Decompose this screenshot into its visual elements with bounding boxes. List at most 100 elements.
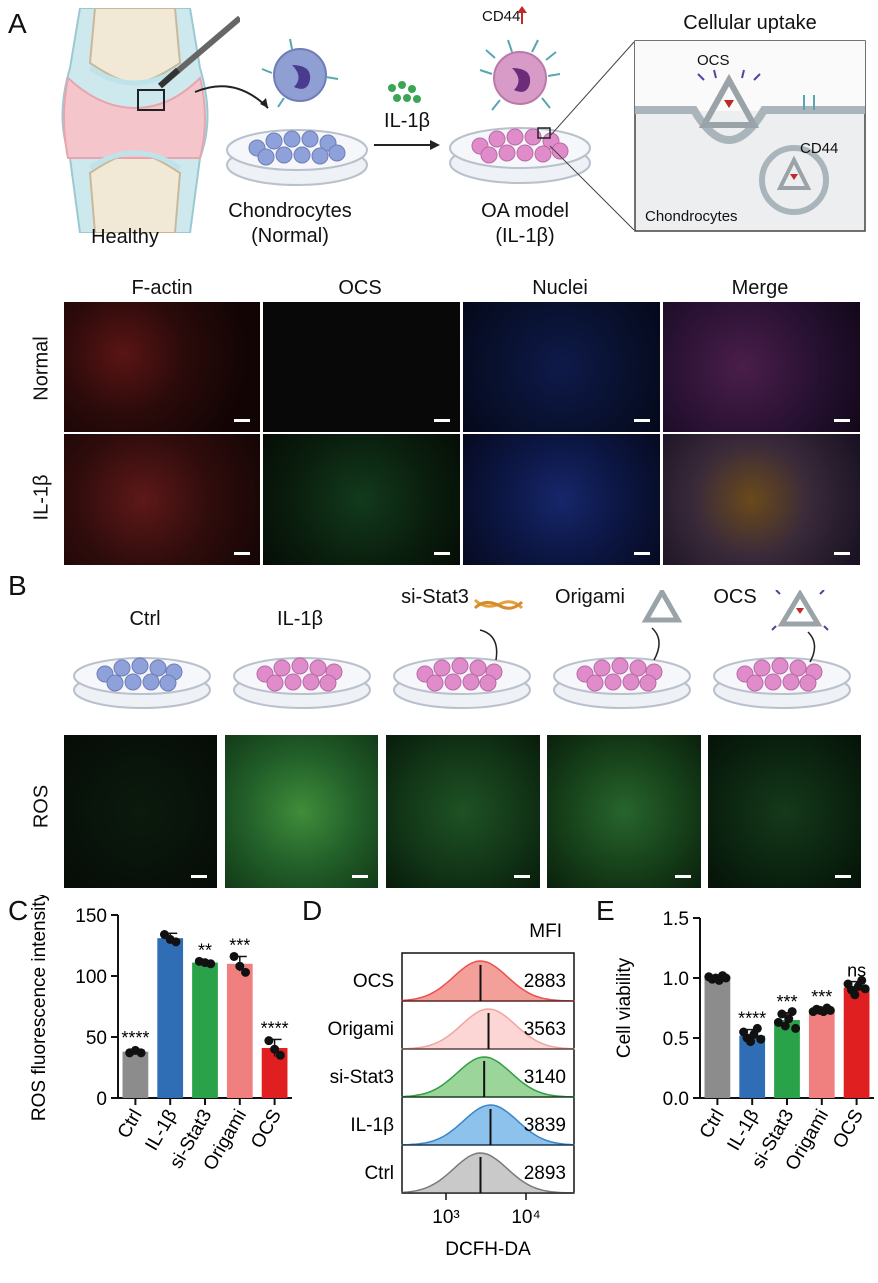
oa-paren-label: (IL-1β) [495,225,555,247]
y-tick-label: 100 [75,967,107,988]
oa-model-label: OA model [481,200,569,222]
y-tick-label: 1.0 [663,969,689,990]
x-axis-label: DCFH-DA [445,1239,531,1260]
significance-label: ** [198,940,212,960]
mfi-header: MFI [529,921,562,942]
significance-label: *** [811,987,832,1007]
image-il1b-nuclei [463,434,660,565]
histogram-si-Stat3 [401,1056,575,1098]
image-il1b-ocs [263,434,460,565]
panel-letter-c: C [8,895,29,926]
significance-label: **** [121,1028,149,1048]
bar-IL-1β [157,938,184,1098]
histogram-IL-1β [401,1104,575,1146]
data-point [791,1023,801,1033]
panel-letter-e: E [596,895,615,926]
data-point [745,1037,755,1047]
data-point [171,937,181,947]
data-point [229,951,239,961]
data-point [825,1005,835,1015]
row-label-il1b: IL-1β [30,474,53,521]
row-label-ros: ROS [30,784,53,829]
ros-intensity-chart: 0 50 100 150 ROS fluorescence intensity **** C… [29,895,292,1174]
series-label: OCS [353,971,394,992]
data-point [241,967,251,977]
group-label-sistat3: si-Stat3 [401,586,469,608]
zoom-lines [549,41,635,231]
data-point [777,1009,787,1019]
oa-dish [449,39,591,184]
uptake-inset [634,40,866,232]
bar-Ctrl [122,1051,149,1098]
y-tick-label: 50 [86,1028,107,1049]
inset-chondrocytes-label: Chondrocytes [645,208,738,225]
x-tick-label: OCS [247,1106,286,1152]
image-normal-ocs [263,302,460,432]
row-label-normal: Normal [30,336,53,401]
image-il1b-merge [663,434,860,565]
data-point [206,959,216,969]
il1b-arrow-label: IL-1β [384,110,430,132]
normal-paren-label: (Normal) [251,225,329,247]
treatment-dishes [73,590,851,709]
panel-letter-b: B [8,570,27,601]
bar-Origami [226,963,253,1098]
mfi-value: 3839 [524,1115,566,1136]
data-point [857,975,867,985]
col-label-ocs: OCS [338,277,382,299]
bar-Origami [808,1010,835,1098]
significance-label: *** [229,935,250,955]
y-tick-label: 0.0 [663,1089,689,1110]
image-normal-factin [64,302,260,432]
data-point [860,984,870,994]
chondrocytes-label: Chondrocytes [228,200,352,222]
normal-dish [226,38,368,186]
x-tick-label: Ctrl [114,1106,147,1142]
y-tick-label: 0.5 [663,1029,689,1050]
joint-arrow [194,85,269,109]
significance-label: **** [738,1009,766,1029]
mfi-value: 2893 [524,1163,566,1184]
healthy-label: Healthy [91,226,159,248]
flow-cytometry-chart: MFI 2883 OCS 3563 Origami 3140 si-Stat3 3839 IL-… [327,921,575,1260]
ros-image-ctrl [64,735,217,888]
cellular-uptake-title: Cellular uptake [683,12,817,34]
ros-image-sistat3 [386,735,540,888]
panel-letter-d: D [302,895,323,926]
y-tick-label: 150 [75,906,107,927]
data-point [850,990,860,1000]
image-normal-nuclei [463,302,660,432]
x-tick-label: OCS [829,1106,868,1152]
data-point [784,1014,794,1024]
group-label-origami: Origami [554,586,625,608]
series-label: si-Stat3 [330,1067,394,1088]
x-tick-label: 10³ [432,1207,459,1228]
cd44-up-arrow [517,6,527,24]
il1b-arrow [374,140,440,150]
bar-OCS [843,987,870,1098]
y-axis-label: Cell viability [614,957,635,1058]
image-normal-merge [663,302,860,432]
data-point [721,973,731,983]
image-il1b-factin [64,434,260,565]
data-point [773,1017,783,1027]
il1b-dots [388,81,421,103]
col-label-nuclei: Nuclei [532,277,588,299]
series-label: IL-1β [350,1115,394,1136]
significance-label: ns [847,961,866,981]
significance-label: *** [776,992,797,1012]
joint-illustration [61,8,240,233]
data-point [136,1048,146,1058]
ros-image-ocs [708,735,861,888]
cd44-up-label: CD44 [482,8,521,25]
x-tick-label: Ctrl [696,1106,729,1142]
bar-si-Stat3 [192,962,218,1098]
histogram-OCS [401,960,575,1002]
data-point [752,1023,762,1033]
y-axis-label: ROS fluorescence intensity [29,895,50,1121]
series-label: Ctrl [364,1163,394,1184]
histogram-Ctrl [401,1152,575,1194]
significance-label: **** [261,1018,289,1038]
group-label-il1b: IL-1β [277,608,323,630]
